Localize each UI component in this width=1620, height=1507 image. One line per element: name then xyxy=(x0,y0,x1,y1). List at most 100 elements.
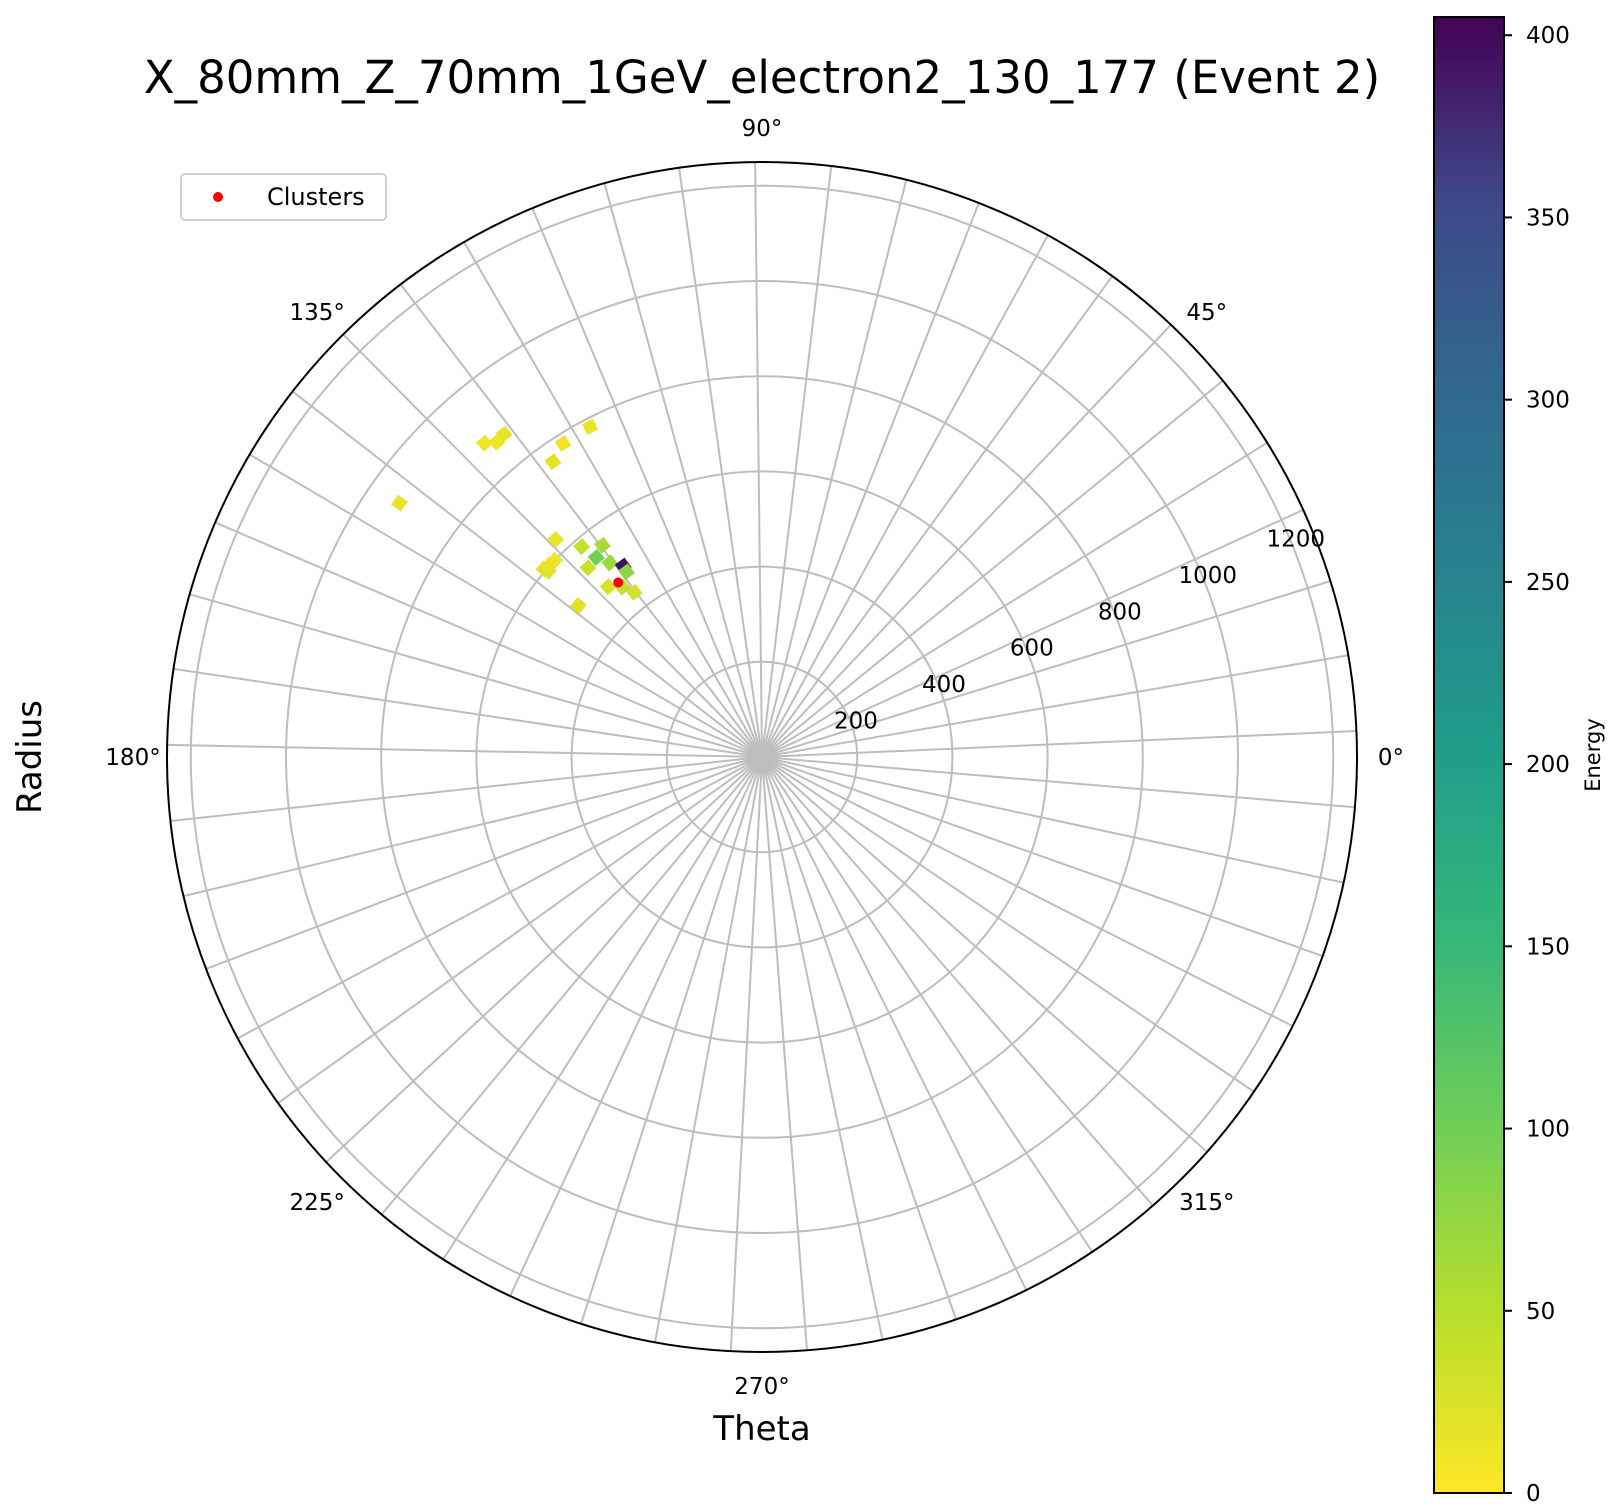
colorbar-tick-label: 150 xyxy=(1526,934,1570,960)
theta-tick-label: 225° xyxy=(290,1190,345,1216)
angular-gridline xyxy=(167,743,763,758)
angular-gridline xyxy=(173,667,763,758)
angular-gridline xyxy=(761,179,908,758)
radius-tick-label: 800 xyxy=(1098,599,1142,625)
angular-gridline xyxy=(761,508,1304,758)
radial-gridline xyxy=(570,565,954,949)
colorbar: 0 50 100 150 200 250 300 350 400 Energy xyxy=(1433,16,1605,1507)
angular-gridline xyxy=(654,756,763,1343)
hit-marker xyxy=(599,578,617,596)
colorbar-tick-label: 50 xyxy=(1526,1299,1555,1325)
angular-gridline xyxy=(761,756,884,1340)
theta-tick-label: 180° xyxy=(105,745,160,771)
hit-marker xyxy=(601,554,619,572)
angular-gridline xyxy=(214,521,763,758)
cluster-marker xyxy=(613,577,624,588)
colorbar-label: Energy xyxy=(1581,718,1605,792)
angular-gridline xyxy=(678,167,763,758)
colorbar-tick-label: 100 xyxy=(1526,1117,1570,1143)
angular-gridline xyxy=(189,593,763,758)
angular-gridline xyxy=(183,756,763,898)
colorbar-tick-label: 400 xyxy=(1526,23,1570,49)
theta-tick-label: 0° xyxy=(1378,745,1404,771)
theta-tick-label: 90° xyxy=(742,116,783,142)
angular-gridline xyxy=(509,756,763,1297)
angular-gridline xyxy=(580,756,763,1325)
colorbar-ticks: 0 50 100 150 200 250 300 350 400 xyxy=(1504,23,1570,1507)
polar-grid xyxy=(167,162,1357,1352)
radius-tick-label: 400 xyxy=(922,672,966,698)
angular-gridline xyxy=(342,333,763,758)
theta-tick-label: 135° xyxy=(290,300,345,326)
angular-gridline xyxy=(277,756,763,1104)
angular-gridline xyxy=(761,756,1094,1253)
angular-gridline xyxy=(761,441,1268,758)
angular-gridline xyxy=(761,165,833,758)
angular-gridline xyxy=(761,756,1208,1153)
angular-gridline xyxy=(463,241,763,758)
angular-gridline xyxy=(761,756,957,1320)
polar-frame xyxy=(166,161,1358,1353)
radial-gridline xyxy=(665,660,859,854)
angular-gridline xyxy=(249,453,763,758)
hit-marker xyxy=(587,548,605,566)
angular-gridline xyxy=(761,756,1255,1093)
angular-gridline xyxy=(761,730,1357,758)
angular-gridline xyxy=(761,756,1154,1207)
angular-gridline xyxy=(531,207,763,758)
hit-marker xyxy=(554,435,572,452)
hit-marker xyxy=(579,559,597,577)
angular-gridline xyxy=(237,756,763,1040)
hit-marker xyxy=(547,530,565,548)
angular-gridline xyxy=(761,580,1331,758)
angular-gridline xyxy=(761,654,1349,758)
angular-gridline xyxy=(380,756,763,1216)
hit-marker xyxy=(544,453,562,471)
radius-tick-label: 600 xyxy=(1010,636,1054,662)
angular-gridline xyxy=(761,756,1324,957)
hit-marker xyxy=(495,425,513,443)
angular-gridline xyxy=(761,324,1172,758)
hit-marker xyxy=(391,494,408,512)
colorbar-tick-label: 250 xyxy=(1526,570,1570,596)
x-axis-label: Theta xyxy=(712,1409,810,1449)
angular-gridline xyxy=(761,275,1114,758)
cluster-markers xyxy=(613,577,624,588)
angular-gridline xyxy=(399,283,763,758)
hit-marker xyxy=(569,597,587,615)
angular-gridline xyxy=(170,756,763,822)
radial-gridline xyxy=(189,184,1335,1330)
radius-tick-label: 200 xyxy=(834,709,878,735)
theta-tick-label: 45° xyxy=(1186,300,1227,326)
radius-tick-label: 1200 xyxy=(1266,526,1325,552)
radius-tick-labels: 200 400 600 800 1000 1200 xyxy=(834,526,1325,734)
hit-marker xyxy=(546,551,564,569)
angular-gridline xyxy=(761,756,1028,1291)
chart-title: X_80mm_Z_70mm_1GeV_electron2_130_177 (Ev… xyxy=(144,51,1381,104)
legend-label-clusters: Clusters xyxy=(267,183,365,211)
hit-marker xyxy=(594,536,611,554)
hit-marker xyxy=(618,563,635,581)
colorbar-tick-label: 350 xyxy=(1526,205,1570,231)
angular-gridline xyxy=(291,390,763,758)
angular-gridline xyxy=(761,234,1049,758)
hit-marker xyxy=(582,418,599,435)
angular-gridline xyxy=(761,756,808,1351)
radius-tick-label: 1000 xyxy=(1178,563,1237,589)
legend: Clusters xyxy=(180,173,387,221)
theta-tick-labels: 0° 45° 90° 135° 180° 225° 270° 315° xyxy=(105,116,1404,1400)
theta-tick-label: 315° xyxy=(1179,1190,1234,1216)
colorbar-tick-label: 200 xyxy=(1526,752,1570,778)
radial-gridline xyxy=(380,375,1144,1139)
hit-marker xyxy=(475,434,493,452)
angular-gridline xyxy=(729,756,763,1352)
colorbar-tick-label: 0 xyxy=(1526,1481,1541,1507)
angular-gridline xyxy=(205,756,763,970)
angular-gridline xyxy=(761,379,1224,758)
angular-gridline xyxy=(442,756,763,1260)
angular-gridline xyxy=(761,202,980,758)
colorbar-tick-label: 300 xyxy=(1526,388,1570,414)
legend-marker-clusters xyxy=(213,192,223,202)
legend-box xyxy=(180,173,387,221)
